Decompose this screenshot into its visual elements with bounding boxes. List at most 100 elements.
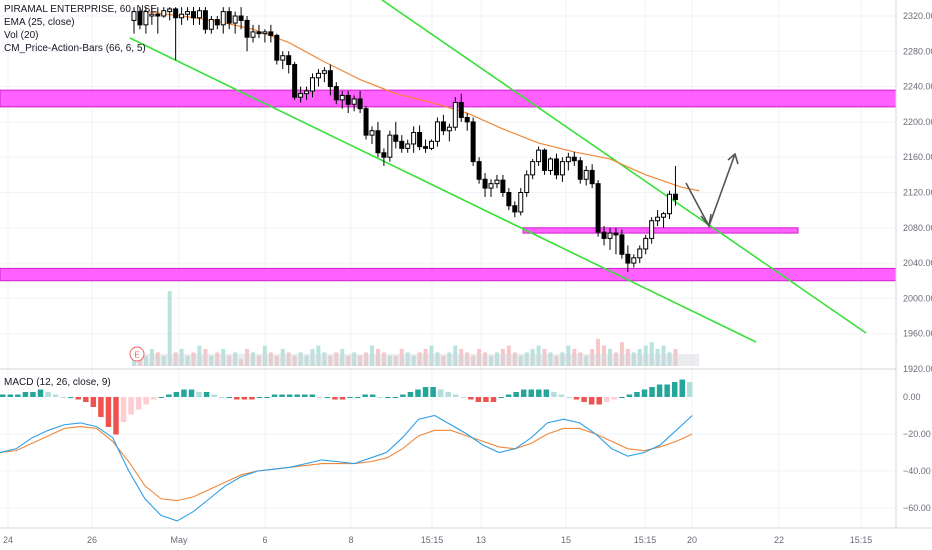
macd-histogram-bar: [234, 397, 240, 400]
volume-bar: [334, 352, 339, 366]
candle-body: [161, 10, 167, 17]
volume-bar: [405, 352, 410, 366]
macd-pane: [0, 379, 693, 522]
volume-bar: [393, 355, 398, 366]
volume-bar: [512, 352, 517, 366]
symbol-title[interactable]: PIRAMAL ENTERPRISE, 60, NSE: [4, 4, 158, 15]
time-tick-label: 13: [476, 535, 486, 545]
candle-body: [393, 134, 399, 142]
time-axis[interactable]: 24 26 May 6 8 15:15 13 15 15:15 20 22 15:15: [3, 535, 872, 545]
candle-body: [601, 231, 607, 239]
candle-body: [589, 169, 595, 185]
price-tick-label: 2160.00: [903, 152, 932, 162]
candle-body: [280, 55, 286, 61]
macd-axis[interactable]: 0.00 −20.00 −40.00 −60.00: [903, 392, 931, 513]
macd-histogram-bar: [128, 397, 134, 415]
candle-body: [262, 31, 268, 35]
volume-bar: [370, 345, 374, 366]
time-tick-label: 24: [3, 535, 13, 545]
candle-body: [553, 158, 559, 176]
macd-histogram-bar: [113, 397, 119, 435]
macd-histogram-bar: [573, 397, 580, 400]
macd-histogram-bar: [453, 394, 459, 397]
volume-bar: [161, 355, 166, 366]
candle-body: [315, 72, 321, 79]
volume-bar: [453, 345, 458, 366]
volume-bar: [352, 352, 357, 366]
macd-histogram-bar: [188, 389, 195, 397]
indicator-price-action-bars[interactable]: CM_Price-Action-Bars (66, 6, 5): [4, 43, 146, 54]
macd-histogram-bar: [317, 397, 323, 398]
volume-bar: [441, 355, 446, 366]
macd-histogram-bar: [181, 389, 187, 397]
volume-bar: [637, 349, 642, 366]
candle-body: [345, 94, 351, 105]
candle-body: [405, 143, 411, 149]
candle-body: [637, 248, 643, 259]
volume-bar: [655, 349, 660, 366]
macd-histogram-bar: [286, 394, 293, 397]
macd-histogram-bar: [302, 394, 308, 397]
volume-bar: [132, 355, 136, 366]
volume-bar: [155, 352, 160, 366]
price-tick-label: 1920.00: [903, 364, 932, 374]
candle-body: [238, 15, 244, 21]
volume-bar: [340, 349, 345, 366]
volume-bar: [596, 338, 601, 366]
candle-body: [226, 11, 232, 24]
candle-body: [274, 34, 280, 61]
candle-body: [452, 101, 458, 128]
volume-bar: [518, 355, 523, 366]
indicator-macd[interactable]: MACD (12, 26, close, 9): [4, 377, 111, 388]
macd-histogram-bar: [218, 397, 225, 398]
candle-body: [387, 134, 393, 158]
macd-histogram-bar: [105, 397, 112, 427]
channel-lower-line: [129, 37, 757, 343]
macd-histogram-bar: [271, 394, 278, 397]
volume-bar: [643, 345, 648, 366]
volume-bars: [132, 291, 700, 366]
volume-bar: [625, 349, 630, 366]
arrow-head-down: [700, 213, 712, 228]
volume-bar: [322, 352, 327, 366]
time-tick-label: 15:15: [634, 535, 657, 545]
indicator-volume[interactable]: Vol (20): [4, 30, 39, 41]
macd-histogram-bar: [664, 384, 670, 397]
volume-bar: [477, 349, 482, 366]
volume-ma-area: [134, 354, 700, 366]
macd-histogram-bar: [37, 389, 44, 397]
macd-histogram-bar: [505, 394, 512, 397]
volume-bar: [286, 352, 291, 366]
macd-histogram-bar: [98, 397, 104, 417]
macd-histogram-bar: [45, 392, 51, 397]
volume-bar: [483, 352, 488, 366]
candle-body: [399, 140, 405, 149]
macd-histogram-bar: [377, 397, 383, 398]
arrow-head-up: [727, 152, 739, 165]
volume-bar: [179, 349, 184, 366]
channel-upper-line: [381, 0, 867, 334]
macd-histogram-bar: [249, 397, 255, 400]
macd-histogram-bar: [407, 392, 414, 397]
macd-histogram-bar: [392, 397, 399, 398]
candle-body: [202, 10, 208, 30]
price-axis[interactable]: 2320.00 2280.00 2240.00 2200.00 2160.00 2120.…: [903, 11, 932, 374]
macd-histogram-bar: [520, 389, 527, 397]
macd-histogram-bar: [279, 394, 285, 397]
macd-histogram-bar: [679, 379, 685, 397]
macd-histogram-bar: [294, 394, 300, 397]
earnings-marker[interactable]: [129, 346, 145, 362]
time-tick-label: May: [170, 535, 188, 545]
volume-bar: [417, 352, 422, 366]
volume-bar: [346, 355, 351, 366]
volume-bar: [566, 345, 571, 366]
indicator-ema[interactable]: EMA (25, close): [4, 17, 75, 28]
macd-histogram-bar: [437, 389, 444, 397]
candle-body: [565, 156, 571, 163]
macd-histogram-bar: [656, 384, 663, 397]
candle-body: [250, 31, 256, 38]
macd-histogram-bar: [369, 394, 376, 397]
time-tick-label: 20: [687, 535, 697, 545]
macd-histogram-bar: [362, 394, 368, 397]
